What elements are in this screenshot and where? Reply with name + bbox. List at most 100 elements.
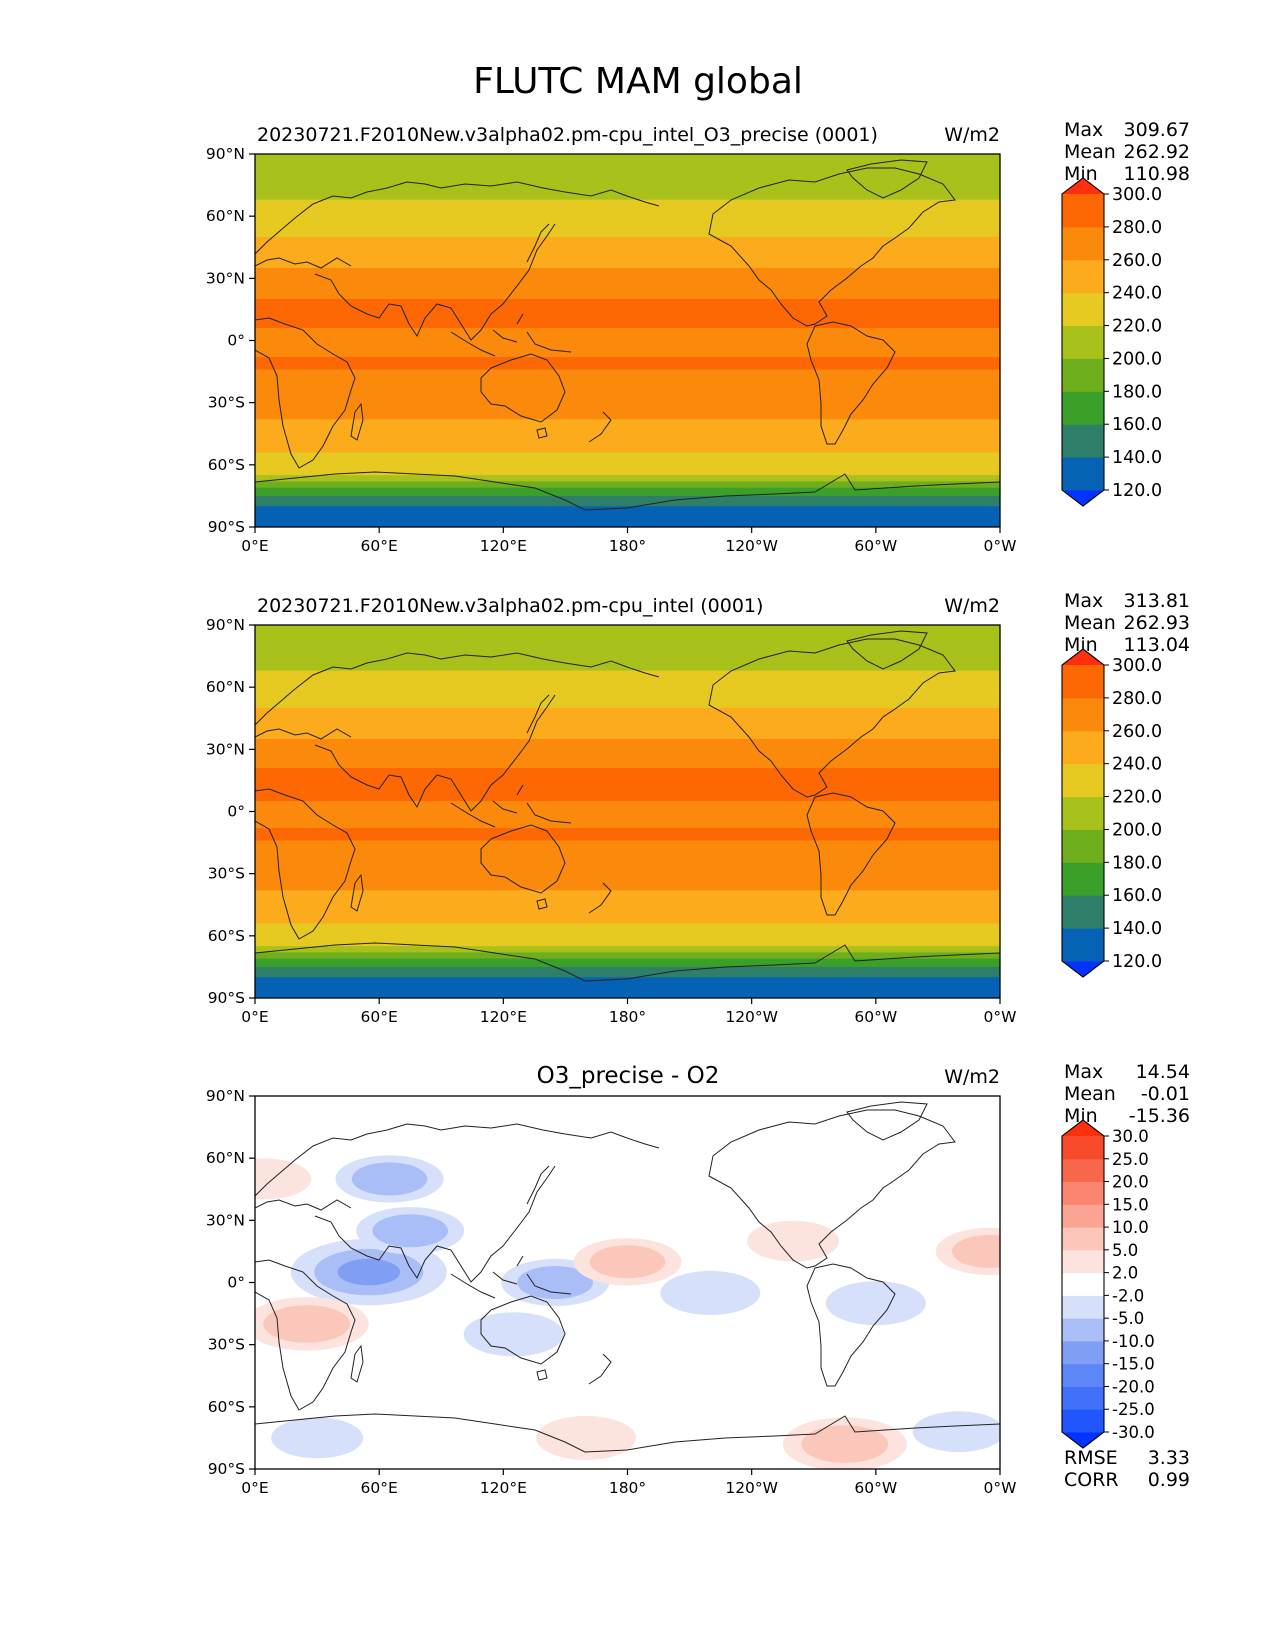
contour-band	[255, 454, 1000, 458]
contour-band	[255, 753, 1000, 757]
contour-band	[255, 497, 1000, 501]
stat-max-label: Max	[1064, 590, 1103, 612]
stat-min-label: Min	[1064, 634, 1098, 656]
stat-max-label: Max	[1064, 119, 1103, 141]
contour-band	[255, 423, 1000, 427]
contour-band	[255, 296, 1000, 300]
anomaly-contour	[255, 1158, 312, 1200]
contour-band	[255, 633, 1000, 636]
x-tick-label: 120°W	[725, 537, 778, 555]
contour-band	[255, 189, 1000, 192]
contour-band	[255, 241, 1000, 244]
colorbar-segment	[1062, 194, 1104, 228]
contour-band	[255, 939, 1000, 943]
panel-title: 20230721.F2010New.v3alpha02.pm-cpu_intel…	[257, 595, 763, 617]
contour-band	[255, 875, 1000, 879]
contour-band	[255, 332, 1000, 335]
contour-band	[255, 336, 1000, 340]
contour-band	[255, 707, 1000, 711]
contour-band	[255, 904, 1000, 908]
contour-band	[255, 176, 1000, 180]
contour-band	[255, 680, 1000, 684]
contour-band	[255, 968, 1000, 972]
contour-band	[255, 799, 1000, 802]
colorbar-segment	[1062, 763, 1104, 798]
contour-band	[255, 442, 1000, 445]
contour-band	[255, 309, 1000, 313]
colorbar: 120.0 140.0 160.0 180.0 200.0 220.0 240.0 260.0…	[1061, 177, 1162, 507]
colorbar-label: 180.0	[1112, 382, 1162, 402]
contour-band	[255, 844, 1000, 848]
x-tick-label: 60°E	[361, 1479, 398, 1497]
colorbar: -30.0 -25.0 -20.0 -15.0 -10.0 -5.0 -2.0 2.0 5.0 1…	[1061, 1119, 1155, 1449]
contour-band	[255, 522, 1000, 526]
contour-band	[255, 325, 1000, 329]
colorbar-segment	[1062, 358, 1104, 392]
contour-band	[255, 637, 1000, 641]
contour-band	[255, 170, 1000, 174]
anomaly-contour	[372, 1214, 449, 1248]
corr-label: CORR	[1064, 1469, 1119, 1491]
colorbar-segment	[1062, 391, 1104, 425]
contour-band	[255, 755, 1000, 759]
anomaly-contour	[337, 1258, 400, 1286]
contour-band	[255, 879, 1000, 883]
contour-field	[255, 625, 1000, 998]
contour-band	[255, 697, 1000, 701]
contour-band	[255, 313, 1000, 317]
contour-band	[255, 767, 1000, 771]
colorbar-label: 220.0	[1112, 317, 1162, 337]
contour-band	[255, 495, 1000, 499]
contour-band	[255, 392, 1000, 395]
colorbar-extend-min	[1062, 1432, 1104, 1448]
contour-band	[255, 884, 1000, 887]
contour-band	[255, 776, 1000, 779]
colorbar-label: 5.0	[1112, 1241, 1138, 1260]
anomaly-contour	[463, 1312, 564, 1357]
x-tick-label: 120°W	[725, 1008, 778, 1026]
contour-band	[255, 991, 1000, 995]
contour-band	[255, 267, 1000, 271]
contour-band	[255, 315, 1000, 319]
contour-band	[255, 898, 1000, 902]
colorbar-label: 30.0	[1112, 1127, 1149, 1146]
panel-title: O3_precise - O2	[537, 1063, 720, 1089]
x-tick-label: 60°W	[854, 1479, 897, 1497]
x-tick-label: 60°E	[361, 1008, 398, 1026]
contour-band	[255, 222, 1000, 226]
stat-min-value: 110.98	[1124, 163, 1190, 185]
contour-band	[255, 714, 1000, 717]
colorbar-label: 260.0	[1112, 722, 1162, 742]
colorbar-label: 240.0	[1112, 284, 1162, 304]
contour-band	[255, 975, 1000, 978]
contour-band	[255, 631, 1000, 634]
contour-band	[255, 218, 1000, 221]
contour-band	[255, 873, 1000, 877]
contour-band	[255, 303, 1000, 306]
contour-band	[255, 720, 1000, 723]
contour-band	[255, 483, 1000, 487]
x-tick-label: 0°E	[241, 1479, 268, 1497]
colorbar-label: 15.0	[1112, 1195, 1149, 1214]
contour-band	[255, 751, 1000, 755]
contour-band	[255, 722, 1000, 726]
y-tick-label: 60°N	[206, 1149, 245, 1167]
contour-band	[255, 292, 1000, 296]
contour-band	[255, 794, 1000, 798]
contour-band	[255, 674, 1000, 678]
contour-band	[255, 259, 1000, 263]
contour-band	[255, 462, 1000, 466]
contour-band	[255, 348, 1000, 352]
contour-band	[255, 394, 1000, 398]
contour-band	[255, 180, 1000, 184]
colorbar-label: 140.0	[1112, 919, 1162, 939]
stat-mean-value: 262.92	[1124, 141, 1190, 163]
contour-band	[255, 363, 1000, 366]
y-tick-label: 90°N	[206, 616, 245, 634]
colorbar-segment	[1062, 895, 1104, 929]
contour-band	[255, 712, 1000, 715]
contour-band	[255, 446, 1000, 449]
contour-band	[255, 433, 1000, 437]
contour-band	[255, 359, 1000, 362]
contour-band	[255, 780, 1000, 784]
